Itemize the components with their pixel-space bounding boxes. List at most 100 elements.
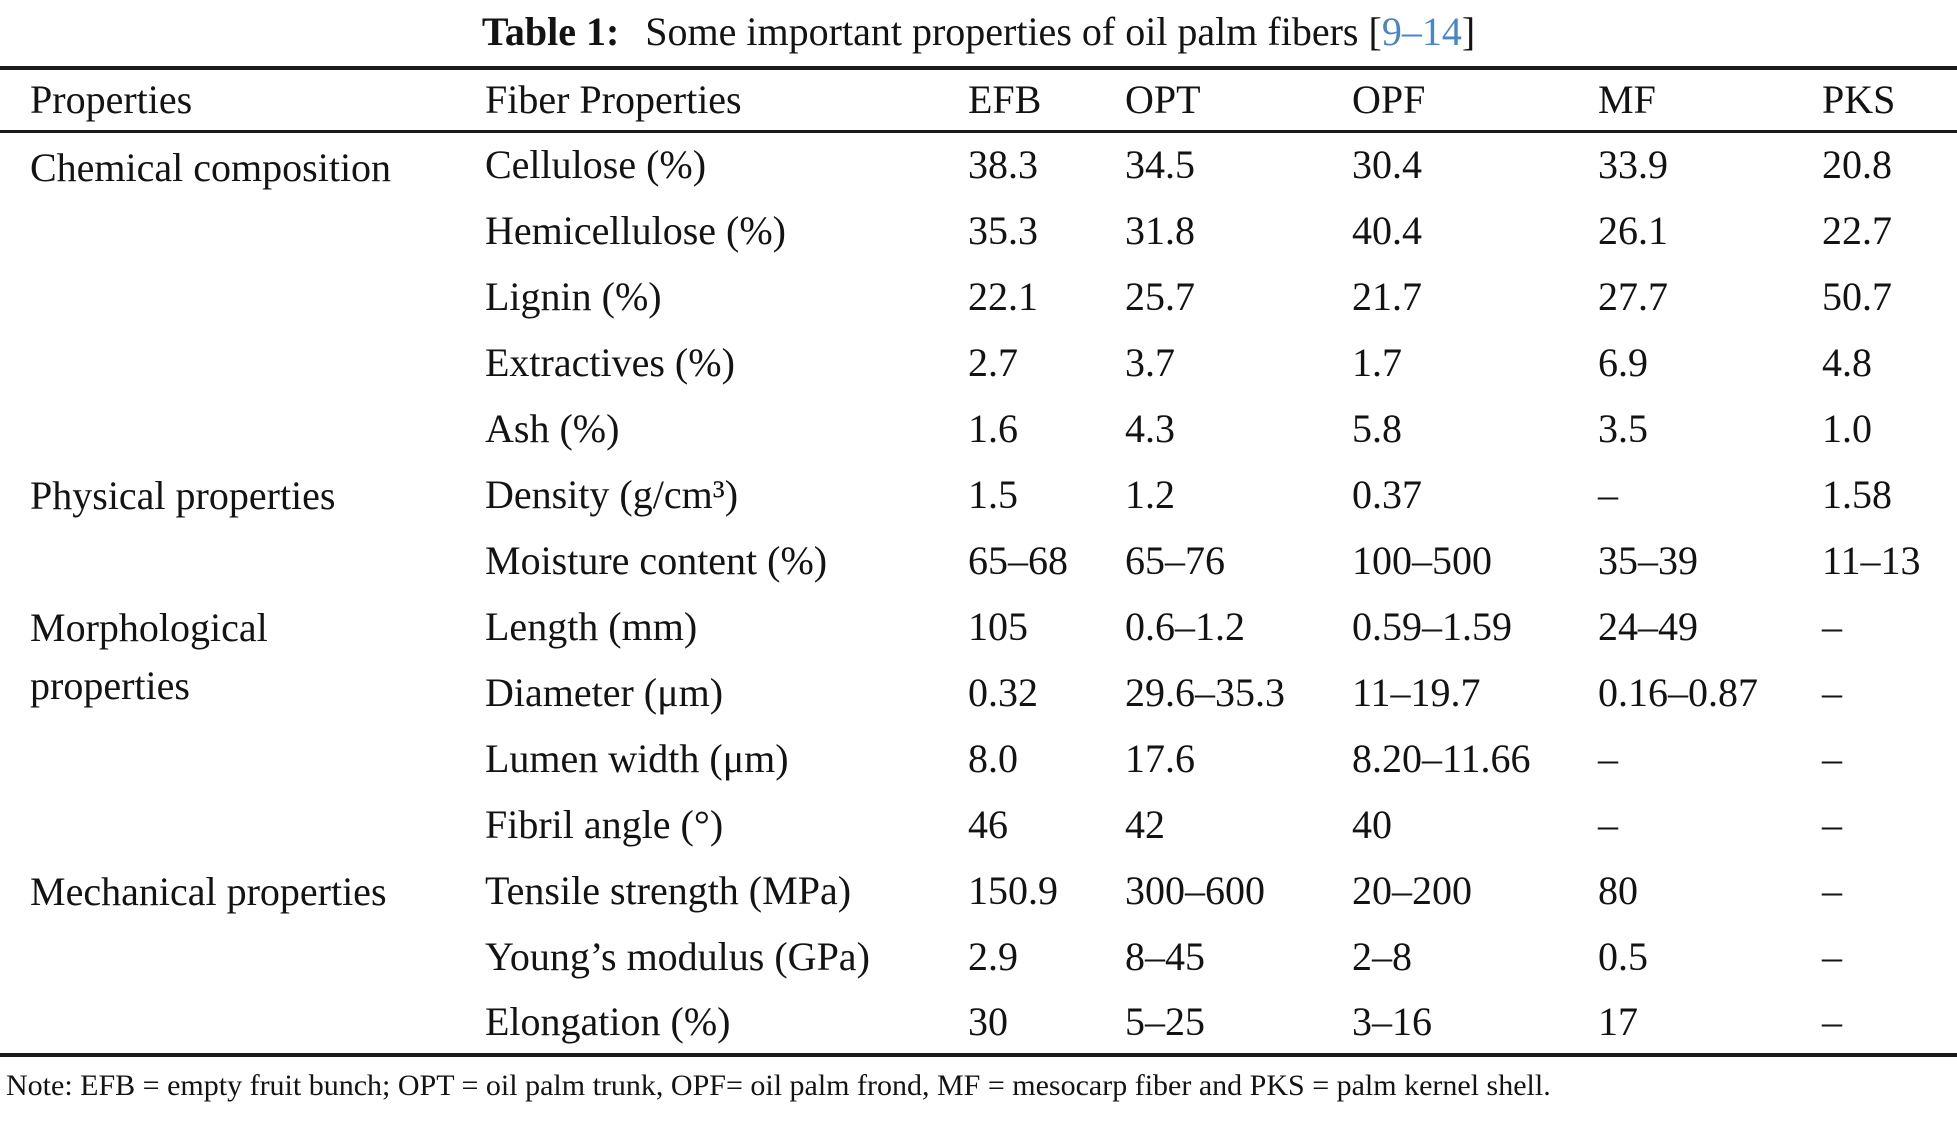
value-cell: 150.9 (968, 867, 1058, 913)
value-cell: – (1598, 801, 1618, 847)
col-header-efb: EFB (968, 68, 1125, 133)
value-cell: 2.9 (968, 933, 1018, 979)
fiber-property-label: Ash (%) (485, 405, 620, 451)
table-row: Moisture content (%) 65–68 65–76 100–500 35–… (0, 527, 1957, 593)
value-cell: 38.3 (968, 142, 1038, 188)
value-cell: 0.59–1.59 (1352, 603, 1512, 649)
value-cell: 1.58 (1822, 471, 1892, 517)
fiber-property-label: Extractives (%) (485, 339, 735, 385)
fiber-property-label: Hemicellulose (%) (485, 207, 786, 253)
value-cell: 11–19.7 (1352, 669, 1481, 715)
value-cell: 0.6–1.2 (1125, 603, 1245, 649)
value-cell: 50.7 (1822, 273, 1892, 319)
value-cell: 1.5 (968, 471, 1018, 517)
table-row: Ash (%) 1.6 4.3 5.8 3.5 1.0 (0, 395, 1957, 461)
value-cell: 33.9 (1598, 142, 1668, 188)
value-cell: 5–25 (1125, 998, 1205, 1044)
value-cell: 4.3 (1125, 405, 1175, 451)
table-row: Diameter (μm) 0.32 29.6–35.3 11–19.7 0.16–0.… (0, 659, 1957, 725)
fiber-property-label: Fibril angle (°) (485, 801, 724, 847)
value-cell: 20–200 (1352, 867, 1472, 913)
value-cell: 30.4 (1352, 142, 1422, 188)
table-note: Note: EFB = empty fruit bunch; OPT = oil… (6, 1069, 1551, 1102)
table-row: Physical properties Density (g/cm³) 1.5 1.2… (0, 461, 1957, 527)
value-cell: 26.1 (1598, 207, 1668, 253)
value-cell: 46 (968, 801, 1008, 847)
value-cell: 3–16 (1352, 998, 1432, 1044)
value-cell: – (1598, 735, 1618, 781)
fiber-property-label: Density (g/cm³) (485, 471, 739, 517)
group-label: Morphological properties (30, 605, 268, 708)
value-cell: 2.7 (968, 339, 1018, 385)
value-cell: 24–49 (1598, 603, 1698, 649)
col-header-opt: OPT (1125, 68, 1352, 133)
value-cell: – (1822, 998, 1842, 1044)
value-cell: 3.7 (1125, 339, 1175, 385)
value-cell: 8.20–11.66 (1352, 735, 1531, 781)
table-row: Lumen width (μm) 8.0 17.6 8.20–11.66 – – (0, 725, 1957, 791)
table-row: Elongation (%) 30 5–25 3–16 17 – (0, 989, 1957, 1055)
value-cell: – (1822, 669, 1842, 715)
col-header-properties: Properties (0, 68, 485, 133)
fiber-property-label: Cellulose (%) (485, 142, 707, 188)
value-cell: 20.8 (1822, 142, 1892, 188)
value-cell: 42 (1125, 801, 1165, 847)
citation-link[interactable]: 9–14 (1381, 9, 1462, 54)
value-cell: 4.8 (1822, 339, 1872, 385)
value-cell: 300–600 (1125, 867, 1265, 913)
value-cell: 31.8 (1125, 207, 1195, 253)
value-cell: 100–500 (1352, 537, 1492, 583)
value-cell: 1.0 (1822, 405, 1872, 451)
fiber-property-label: Lignin (%) (485, 273, 662, 319)
value-cell: 80 (1598, 867, 1638, 913)
citation-bracket-close: ] (1461, 9, 1476, 54)
value-cell: – (1822, 603, 1842, 649)
header-row: Properties Fiber Properties EFB OPT OPF … (0, 68, 1957, 133)
group-label: Mechanical properties (30, 869, 387, 914)
value-cell: 8.0 (968, 735, 1018, 781)
col-header-fiber-properties: Fiber Properties (485, 68, 968, 133)
fiber-property-label: Moisture content (%) (485, 537, 828, 583)
value-cell: 40.4 (1352, 207, 1422, 253)
value-cell: 2–8 (1352, 933, 1412, 979)
value-cell: 1.6 (968, 405, 1018, 451)
value-cell: 22.1 (968, 273, 1038, 319)
value-cell: 17.6 (1125, 735, 1195, 781)
value-cell: – (1822, 801, 1842, 847)
table-number: Table 1: (481, 9, 620, 54)
value-cell: 105 (968, 603, 1028, 649)
group-label: Chemical composition (30, 144, 392, 190)
value-cell: 29.6–35.3 (1125, 669, 1285, 715)
value-cell: – (1822, 867, 1842, 913)
group-label: Physical properties (30, 473, 336, 518)
table-row: Morphological properties Length (mm) 105 0.… (0, 593, 1957, 709)
fiber-property-label: Young’s modulus (GPa) (485, 933, 870, 979)
value-cell: 65–68 (968, 537, 1068, 583)
value-cell: 27.7 (1598, 273, 1668, 319)
value-cell: 22.7 (1822, 207, 1892, 253)
table-row: Chemical composition Cellulose (%) 38.3 34.… (0, 131, 1957, 197)
value-cell: – (1598, 471, 1618, 517)
value-cell: 25.7 (1125, 273, 1195, 319)
table-row: Mechanical properties Tensile strength (M… (0, 857, 1957, 923)
value-cell: 0.16–0.87 (1598, 669, 1758, 715)
value-cell: 11–13 (1822, 537, 1921, 583)
value-cell: 0.5 (1598, 933, 1648, 979)
value-cell: 35–39 (1598, 537, 1698, 583)
value-cell: 6.9 (1598, 339, 1648, 385)
value-cell: 17 (1598, 998, 1638, 1044)
fiber-property-label: Length (mm) (485, 603, 698, 649)
value-cell: 0.32 (968, 669, 1038, 715)
value-cell: 3.5 (1598, 405, 1648, 451)
table-row: Hemicellulose (%) 35.3 31.8 40.4 26.1 22.7 (0, 197, 1957, 263)
col-header-mf: MF (1598, 68, 1822, 133)
fiber-property-label: Diameter (μm) (485, 669, 724, 715)
value-cell: – (1822, 933, 1842, 979)
value-cell: 30 (968, 998, 1008, 1044)
table-row: Lignin (%) 22.1 25.7 21.7 27.7 50.7 (0, 263, 1957, 329)
value-cell: 5.8 (1352, 405, 1402, 451)
value-cell: 1.7 (1352, 339, 1402, 385)
value-cell: 21.7 (1352, 273, 1422, 319)
value-cell: 65–76 (1125, 537, 1225, 583)
